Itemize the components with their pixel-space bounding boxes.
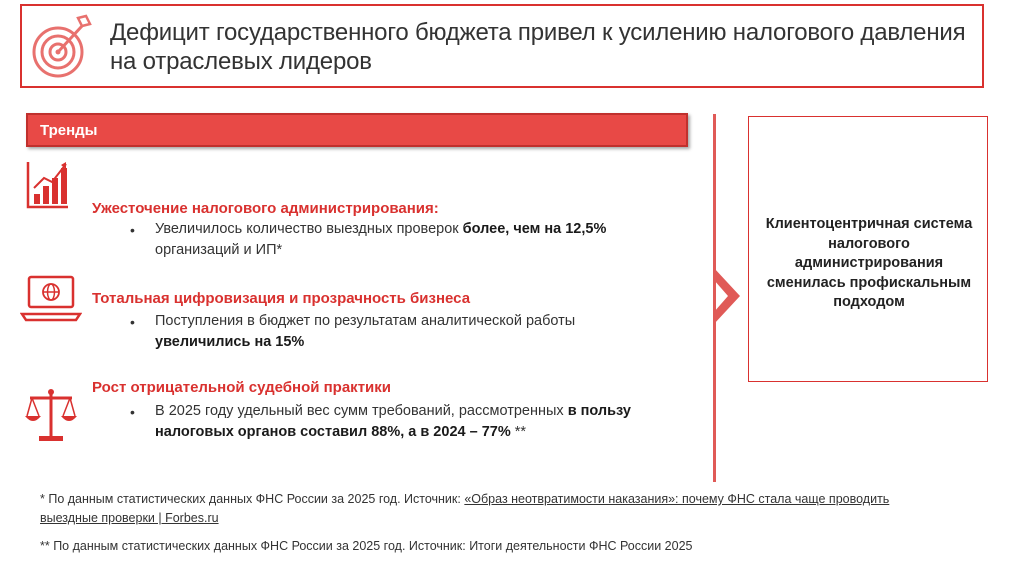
footnote-2: ** По данным статистических данных ФНС Р… <box>40 539 693 553</box>
trend-2-title: Тотальная цифровизация и прозрачность би… <box>92 290 471 307</box>
footnote-1-link[interactable]: «Образ неотвратимости наказания»: почему… <box>40 492 890 525</box>
trend-2-bullet: • <box>130 314 135 330</box>
trends-header-bar: Тренды <box>26 113 688 147</box>
chevron-right-icon <box>714 268 740 324</box>
page-title: Дефицит государственного бюджета привел … <box>110 19 966 75</box>
trend-1-bullet: • <box>130 222 135 238</box>
conclusion-text: Клиентоцентричная система налогового адм… <box>765 216 973 310</box>
trend-2-text-plain: Поступления в бюджет по результатам анал… <box>155 313 576 329</box>
trend-3-text: В 2025 году удельный вес сумм требований… <box>155 401 675 443</box>
vertical-divider <box>713 114 716 482</box>
trend-1-text-bold: более, чем на 12,5% <box>462 221 607 237</box>
laptop-globe-icon <box>20 275 82 322</box>
trend-3-title: Рост отрицательной судебной практики <box>92 379 391 396</box>
title-box: Дефицит государственного бюджета привел … <box>20 4 984 88</box>
trend-2-text-bold: увеличились на 15% <box>155 334 305 350</box>
trend-3-text-plain: В 2025 году удельный вес сумм требований… <box>155 403 568 419</box>
trend-1-text: Увеличилось количество выездных проверок… <box>155 219 635 261</box>
footnote-1: * По данным статистических данных ФНС Ро… <box>40 490 920 528</box>
trends-label: Тренды <box>40 122 98 139</box>
conclusion-box: Клиентоцентричная система налогового адм… <box>748 116 988 382</box>
scales-icon <box>25 389 77 441</box>
trend-1-text-plain: Увеличилось количество выездных проверок <box>155 221 463 237</box>
bar-chart-icon <box>26 162 68 209</box>
target-icon <box>32 14 92 78</box>
trend-3-text-bold: в пользу налоговых органов составил 88%,… <box>155 403 631 440</box>
trend-3-text-tail: ** <box>510 424 527 440</box>
trend-1-text-tail: организаций и ИП* <box>155 242 283 258</box>
trend-3-bullet: • <box>130 404 135 420</box>
trend-1-title: Ужесточение налогового администрирования… <box>92 200 439 217</box>
trend-2-text: Поступления в бюджет по результатам анал… <box>155 311 635 353</box>
footnote-1-prefix: * По данным статистических данных ФНС Ро… <box>40 492 465 506</box>
